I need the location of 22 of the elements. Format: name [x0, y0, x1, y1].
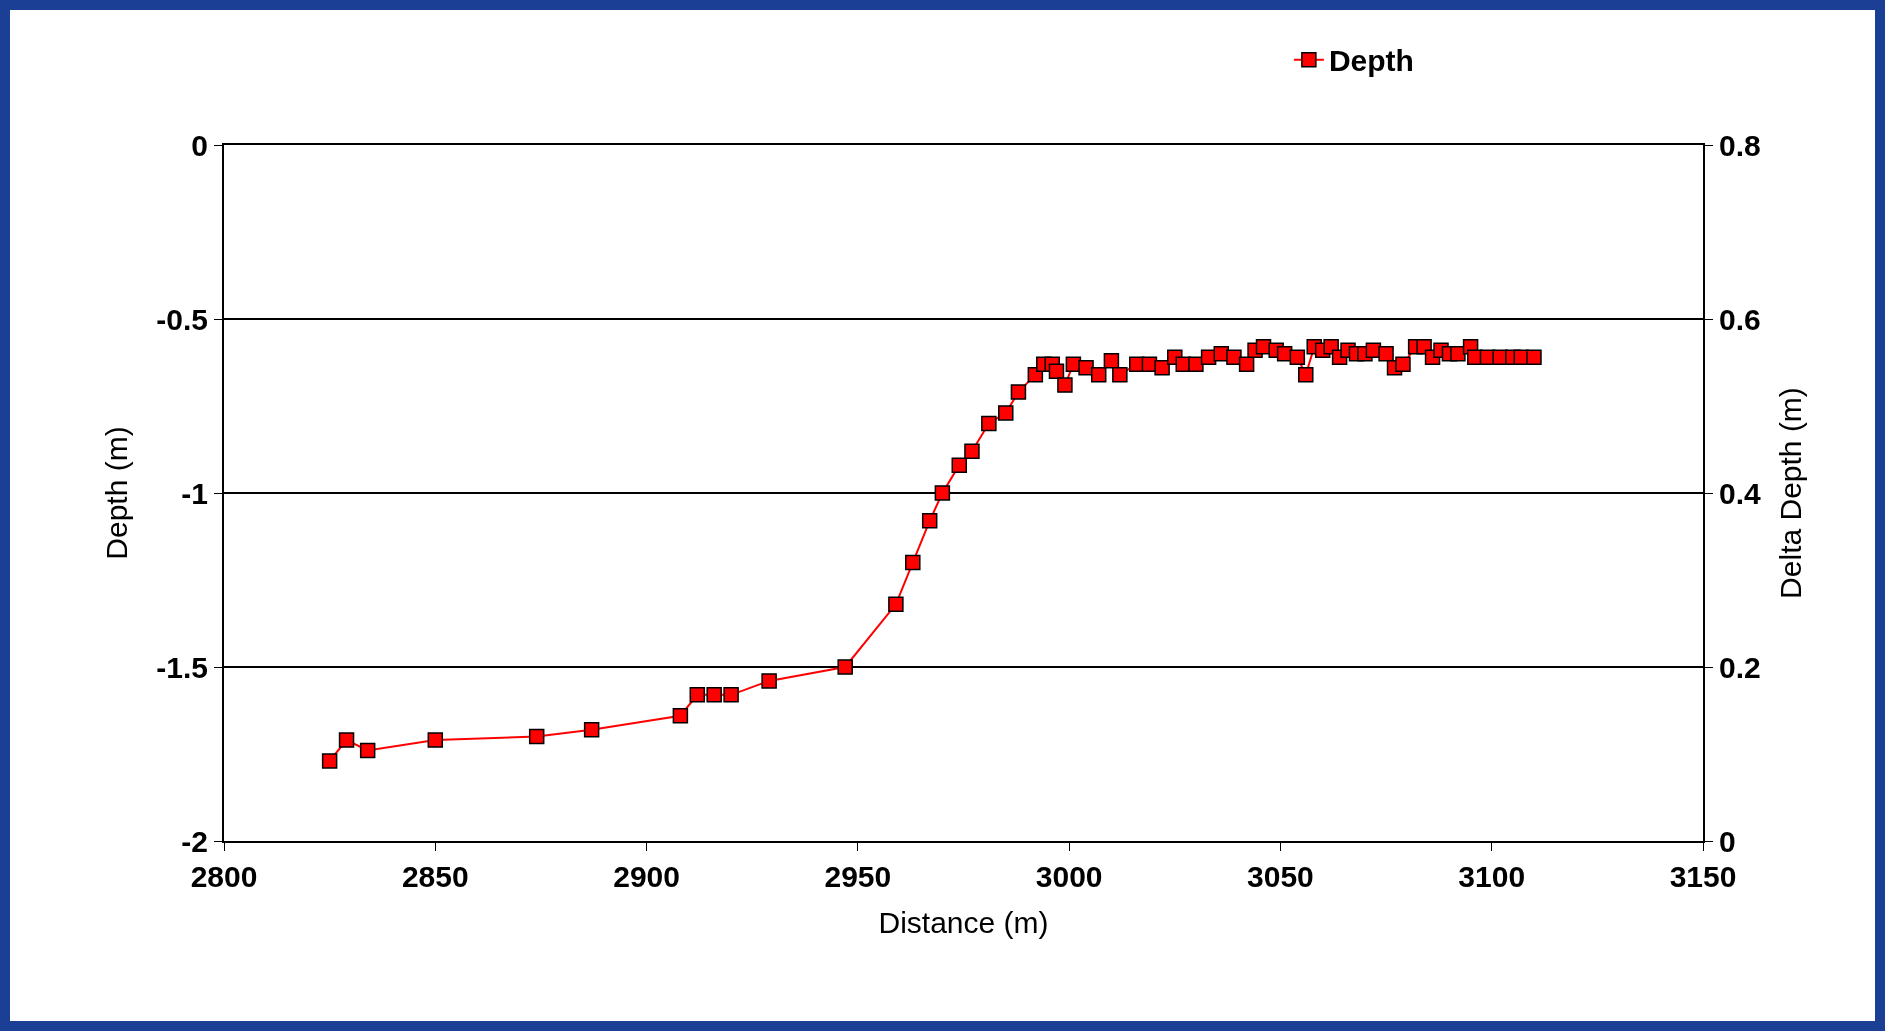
- y2-tick-label: 0: [1719, 824, 1736, 858]
- x-axis-title: Distance (m): [878, 906, 1049, 939]
- x-tick-label: 2900: [613, 860, 680, 893]
- y-tick-label: -2: [181, 824, 208, 858]
- x-tick-label: 2850: [401, 860, 469, 893]
- x-tick-label: 3100: [1458, 860, 1526, 893]
- y2-tick-label: 0.2: [1719, 650, 1761, 684]
- x-tick-label: 3150: [1669, 860, 1737, 893]
- y-tick-label: 0: [191, 128, 208, 162]
- y2-axis-title: Delta Depth (m): [1774, 387, 1808, 599]
- x-tick-label: 2800: [190, 860, 258, 893]
- legend-label: Depth: [1328, 44, 1414, 78]
- y-tick-label: -1: [181, 476, 208, 510]
- x-tick-label: 3000: [1035, 860, 1103, 893]
- x-tick-label: 2950: [824, 860, 892, 893]
- y-tick-label: -0.5: [156, 302, 208, 336]
- y2-tick-label: 0.4: [1719, 476, 1762, 510]
- x-tick-label: 3050: [1247, 860, 1314, 893]
- y2-tick-label: 0.6: [1719, 302, 1761, 336]
- y-tick-label: -1.5: [156, 650, 208, 684]
- y2-tick-label: 0.8: [1719, 128, 1761, 162]
- y-axis-title: Depth (m): [99, 426, 133, 560]
